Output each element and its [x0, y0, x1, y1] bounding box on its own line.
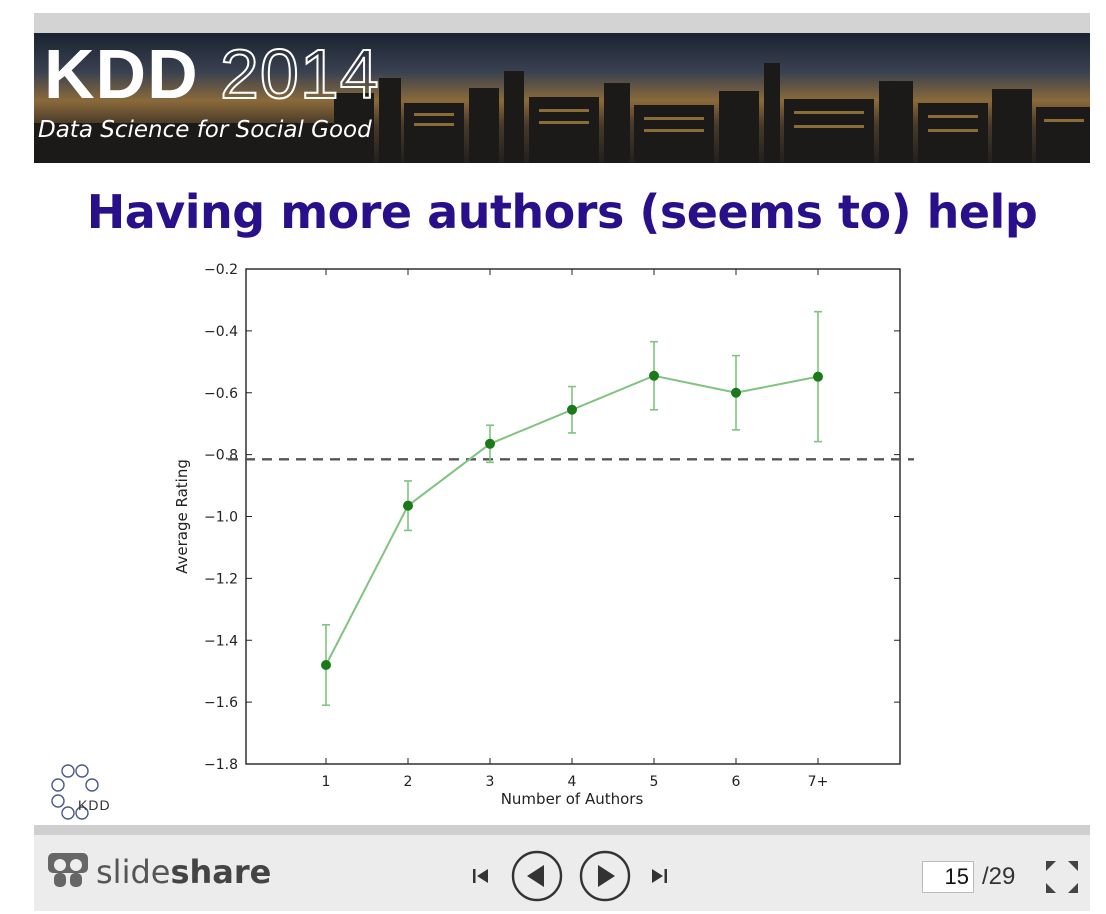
x-tick-label: 7+	[808, 774, 829, 790]
x-tick-label: 3	[486, 774, 495, 790]
y-tick-label: −0.2	[204, 262, 238, 278]
slide: KDD 2014 Data Science for Social Good Ha…	[34, 33, 1090, 825]
y-tick-label: −1.2	[204, 571, 238, 587]
previous-slide-button[interactable]	[510, 849, 564, 903]
slide-banner: KDD 2014 Data Science for Social Good	[34, 33, 1090, 163]
x-tick-label: 2	[404, 774, 413, 790]
y-tick-label: −0.6	[204, 386, 238, 402]
x-axis-label: Number of Authors	[501, 790, 644, 808]
kdd-snowflake-icon	[51, 764, 99, 820]
player-controls: slideshare /29	[34, 825, 1090, 911]
page-total: /29	[982, 863, 1016, 890]
data-point	[567, 404, 577, 415]
next-slide-button[interactable]	[578, 849, 632, 903]
chart: −0.2 −0.4 −0.6 −0.8 −1.0 −1.2 −1.4 −1.6 −1.8 1 2 3 4…	[173, 262, 914, 808]
city-skyline-image	[34, 63, 1090, 163]
slideshare-logo-icon	[48, 853, 88, 887]
x-tick-label: 5	[650, 774, 659, 790]
slide-title: Having more authors (seems to) help	[86, 185, 1038, 239]
kdd-logo-text: KDD	[78, 797, 111, 813]
data-point	[649, 370, 659, 381]
data-point	[731, 387, 741, 398]
player-top-bar	[34, 13, 1090, 33]
y-tick-label: −1.8	[204, 757, 238, 773]
data-point	[403, 500, 413, 511]
banner-year: 2014	[219, 35, 380, 113]
x-tick-label: 4	[568, 774, 577, 790]
slideshare-brand: slideshare	[96, 853, 271, 891]
plot-frame	[245, 268, 901, 765]
y-axis-label: Average Rating	[173, 459, 191, 574]
x-tick-label: 6	[732, 774, 741, 790]
kdd-logo: KDD	[44, 759, 144, 825]
last-slide-icon[interactable]	[648, 865, 670, 887]
data-point	[321, 660, 331, 670]
data-point	[813, 371, 823, 382]
y-tick-label: −0.8	[204, 448, 238, 464]
fullscreen-icon[interactable]	[1044, 859, 1080, 895]
x-tick-label: 1	[322, 774, 331, 790]
y-tick-label: −1.4	[204, 633, 238, 649]
first-slide-icon[interactable]	[470, 865, 492, 887]
banner-subtitle: Data Science for Social Good	[38, 117, 372, 143]
brand-light: slide	[96, 853, 171, 891]
data-point	[485, 438, 495, 449]
banner-brand: KDD	[44, 35, 199, 113]
y-tick-label: −1.0	[204, 510, 238, 526]
page-number-input[interactable]	[922, 861, 974, 893]
y-tick-label: −1.6	[204, 695, 238, 711]
y-tick-label: −0.4	[204, 324, 238, 340]
brand-bold: share	[170, 853, 272, 891]
